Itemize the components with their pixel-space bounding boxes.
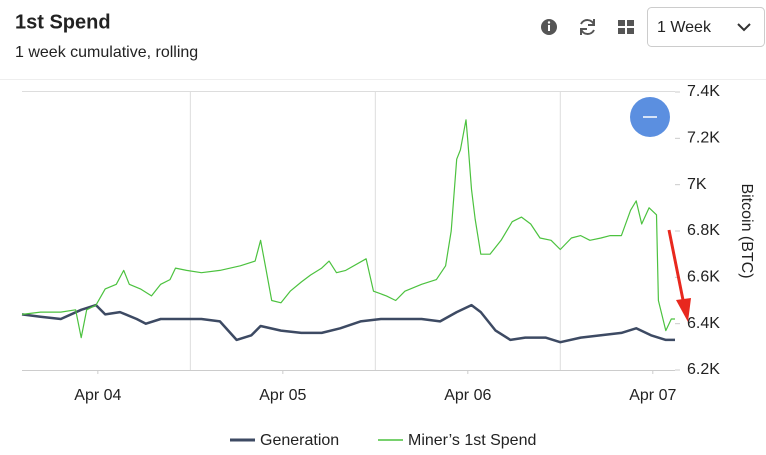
y-tick-label: 7.4K xyxy=(687,83,720,100)
x-tick-label: Apr 07 xyxy=(629,387,676,404)
widget-subtitle: 1 week cumulative, rolling xyxy=(15,44,198,61)
y-tick-label: 6.2K xyxy=(687,361,720,378)
x-tick-label: Apr 04 xyxy=(74,387,121,404)
plot: Apr 04 Apr 05 Apr 06 Apr 07 6.2K 6.4K 6.6K 6.8K… xyxy=(21,83,720,404)
legend-label: Miner’s 1st Spend xyxy=(408,432,536,449)
y-tick-label: 6.4K xyxy=(687,315,720,332)
series-line xyxy=(21,119,675,339)
refresh-icon[interactable] xyxy=(580,19,595,35)
period-dropdown[interactable]: 1 Week xyxy=(647,7,765,47)
x-tick-label: Apr 05 xyxy=(259,387,306,404)
y-tick-label: 7K xyxy=(687,176,707,193)
legend: Generation Miner’s 1st Spend xyxy=(230,432,536,449)
legend-label: Generation xyxy=(260,432,339,449)
annotation-arrow xyxy=(667,229,691,322)
y-tick-label: 7.2K xyxy=(687,130,720,147)
series-line xyxy=(21,303,675,344)
y-tick-label: 6.8K xyxy=(687,222,720,239)
y-axis-label: Bitcoin (BTC) xyxy=(738,183,755,278)
x-tick-label: Apr 06 xyxy=(444,387,491,404)
zoom-out-button[interactable] xyxy=(630,97,670,137)
period-label: 1 Week xyxy=(657,19,712,36)
layout-icon[interactable] xyxy=(618,20,634,34)
info-icon[interactable] xyxy=(541,19,557,35)
y-tick-label: 6.6K xyxy=(687,269,720,286)
widget-title: 1st Spend xyxy=(15,11,111,33)
